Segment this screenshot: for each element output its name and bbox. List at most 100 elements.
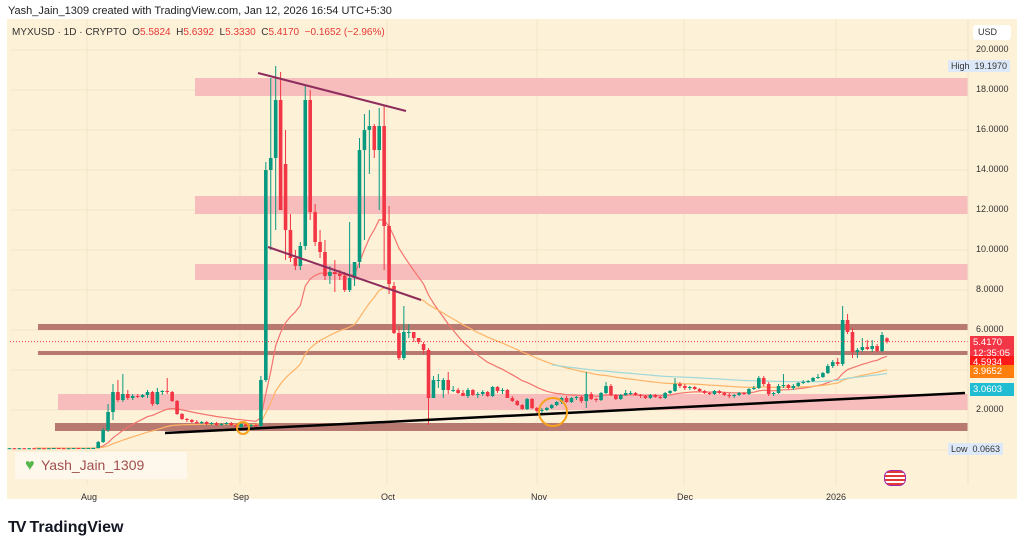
candle-body bbox=[436, 380, 441, 381]
currency-button[interactable]: USD bbox=[973, 25, 1011, 40]
chart-pane[interactable] bbox=[7, 19, 1017, 499]
candle-body bbox=[643, 396, 648, 398]
candle bbox=[515, 400, 520, 406]
candle-body bbox=[431, 380, 436, 398]
candle bbox=[12, 448, 17, 450]
candle bbox=[727, 393, 732, 398]
candle-body bbox=[609, 386, 613, 395]
candle bbox=[106, 404, 110, 432]
candle-body bbox=[865, 347, 870, 349]
candle bbox=[397, 326, 401, 360]
candle-body bbox=[732, 395, 736, 396]
candle-body bbox=[259, 380, 263, 426]
candle-body bbox=[870, 346, 875, 349]
candle-body bbox=[628, 393, 633, 394]
candle-body bbox=[273, 100, 278, 158]
candle-body bbox=[697, 389, 702, 391]
time-tick-oct: Oct bbox=[381, 492, 396, 502]
symbol-info: MYXUSD · 1D · CRYPTO bbox=[12, 27, 127, 38]
candle bbox=[638, 394, 643, 398]
candle bbox=[303, 86, 308, 250]
candle-body bbox=[850, 332, 855, 352]
candle bbox=[840, 306, 845, 366]
candle bbox=[308, 90, 312, 220]
candle bbox=[224, 422, 229, 425]
price-tick: 20.0000 bbox=[976, 44, 1009, 54]
moving-averages bbox=[34, 219, 888, 449]
candle bbox=[771, 392, 776, 396]
candle-body bbox=[688, 387, 692, 388]
candle-body bbox=[204, 422, 209, 424]
candle-body bbox=[835, 362, 840, 364]
us-flag-event-icon[interactable] bbox=[884, 470, 906, 486]
candle bbox=[761, 376, 766, 386]
candle-body bbox=[742, 393, 746, 394]
candle bbox=[786, 384, 791, 389]
candle-body bbox=[747, 389, 751, 394]
candle bbox=[830, 360, 835, 368]
chart-credit: Yash_Jain_1309 created with TradingView.… bbox=[8, 5, 392, 17]
candle-body bbox=[377, 126, 382, 150]
candle bbox=[431, 376, 436, 398]
candle-body bbox=[42, 448, 46, 450]
candle bbox=[402, 306, 406, 360]
candle bbox=[204, 421, 209, 425]
candle-body bbox=[633, 393, 638, 395]
candle-body bbox=[589, 394, 593, 399]
candle bbox=[155, 388, 160, 405]
candle-body bbox=[653, 395, 658, 397]
time-tick-dec: Dec bbox=[677, 492, 694, 502]
candle bbox=[372, 124, 377, 158]
close-value: 5.4170 bbox=[268, 27, 300, 38]
candle-body bbox=[61, 448, 66, 450]
candle-body bbox=[766, 384, 771, 394]
candle-body bbox=[737, 393, 741, 395]
candle-body bbox=[308, 100, 312, 212]
candle-body bbox=[717, 391, 722, 393]
heart-icon: ♥ bbox=[25, 457, 35, 474]
price-tick: 16.0000 bbox=[976, 124, 1009, 134]
candle bbox=[170, 391, 174, 402]
high-marker: High 19.1970 bbox=[948, 60, 1011, 72]
candle-body bbox=[426, 350, 431, 398]
candle bbox=[333, 260, 337, 292]
candle bbox=[717, 390, 722, 394]
candle bbox=[850, 328, 855, 358]
candle bbox=[520, 404, 524, 410]
candle bbox=[101, 428, 105, 443]
candle-body bbox=[505, 390, 510, 398]
candle bbox=[766, 382, 771, 396]
candle bbox=[747, 388, 751, 395]
candle-body bbox=[160, 391, 165, 392]
high-value: 5.6392 bbox=[183, 27, 214, 38]
candle bbox=[71, 448, 76, 449]
candle bbox=[678, 382, 682, 388]
candle bbox=[816, 374, 820, 379]
candle-body bbox=[816, 377, 820, 378]
candle bbox=[697, 388, 702, 392]
candle-body bbox=[855, 350, 860, 352]
candle-body bbox=[12, 448, 17, 450]
candle bbox=[37, 448, 41, 450]
candle bbox=[441, 378, 446, 398]
candle bbox=[387, 206, 391, 294]
candle bbox=[125, 390, 130, 400]
price-tick: 10.0000 bbox=[976, 244, 1009, 254]
candle-body bbox=[456, 390, 460, 393]
candle bbox=[278, 72, 283, 210]
candle bbox=[323, 240, 327, 280]
candle bbox=[382, 106, 386, 270]
candle bbox=[683, 384, 687, 390]
candle bbox=[633, 392, 638, 396]
price-tick: 18.0000 bbox=[976, 84, 1009, 94]
candle bbox=[628, 391, 633, 395]
candle-body bbox=[840, 320, 845, 364]
price-zone bbox=[195, 196, 968, 214]
candle bbox=[66, 448, 71, 450]
candle-body bbox=[76, 448, 81, 449]
candle bbox=[130, 394, 135, 400]
candle-body bbox=[293, 258, 298, 266]
support-trendline bbox=[164, 391, 966, 435]
highlight-circle bbox=[538, 397, 568, 427]
